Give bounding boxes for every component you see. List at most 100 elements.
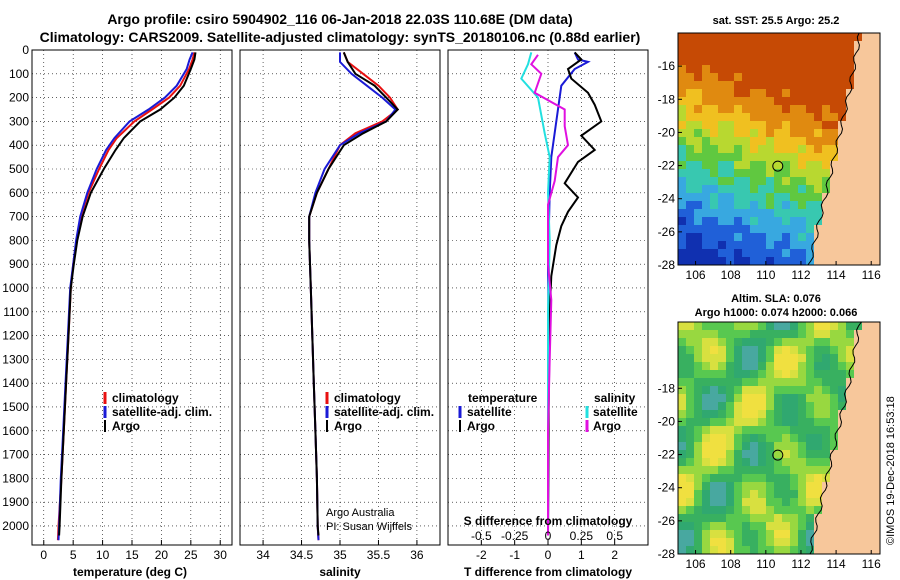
map-cell xyxy=(830,402,838,410)
map-cell xyxy=(798,426,806,434)
map-cell xyxy=(718,65,726,73)
map-cell xyxy=(710,185,718,193)
map-cell xyxy=(702,225,710,233)
map-cell xyxy=(678,225,686,233)
map-cell xyxy=(734,338,742,346)
difference-legend: temperature satellite Argo salinity sate… xyxy=(458,391,638,433)
map-cell xyxy=(878,482,880,490)
map-cell xyxy=(718,490,726,498)
map-cell xyxy=(790,217,798,225)
map-cell xyxy=(686,546,694,554)
map-cell xyxy=(846,153,854,161)
map-cell xyxy=(750,241,758,249)
map-cell xyxy=(854,354,862,362)
map-cell xyxy=(758,217,766,225)
map-cell xyxy=(686,362,694,370)
y-tick-label: 0 xyxy=(22,43,29,57)
map-cell xyxy=(822,217,830,225)
map-cell xyxy=(686,201,694,209)
map-cell xyxy=(694,322,702,330)
map-cell xyxy=(862,97,870,105)
map-cell xyxy=(734,426,742,434)
map-cell xyxy=(734,97,742,105)
map-cell xyxy=(758,506,766,514)
map-cell xyxy=(814,370,822,378)
map-cell xyxy=(870,257,878,265)
map-cell xyxy=(678,330,686,338)
map-cell xyxy=(862,33,870,41)
map-cell xyxy=(782,426,790,434)
map-cell xyxy=(694,410,702,418)
map-cell xyxy=(726,105,734,113)
map-cell xyxy=(702,137,710,145)
map-cell xyxy=(750,394,758,402)
map-cell xyxy=(798,530,806,538)
map-cell xyxy=(846,169,854,177)
map-cell xyxy=(750,193,758,201)
map-cell xyxy=(750,185,758,193)
sst-map-frame xyxy=(677,32,881,266)
map-cell xyxy=(758,41,766,49)
map-cell xyxy=(734,450,742,458)
map-cell xyxy=(718,105,726,113)
map-cell xyxy=(742,410,750,418)
map-cell xyxy=(862,466,870,474)
map-cell xyxy=(782,410,790,418)
map-cell xyxy=(718,370,726,378)
map-cell xyxy=(750,330,758,338)
map-cell xyxy=(838,506,846,514)
map-cell xyxy=(846,185,854,193)
map-cell xyxy=(686,169,694,177)
map-cell xyxy=(814,490,822,498)
map-cell xyxy=(838,522,846,530)
map-cell xyxy=(686,57,694,65)
map-cell xyxy=(718,442,726,450)
map-cell xyxy=(854,225,862,233)
map-cell xyxy=(878,506,880,514)
map-cell xyxy=(750,346,758,354)
map-cell xyxy=(702,49,710,57)
map-cell xyxy=(790,257,798,265)
map-cell xyxy=(838,434,846,442)
map-cell xyxy=(854,330,862,338)
map-cell xyxy=(822,450,830,458)
map-cell xyxy=(798,522,806,530)
map-cell xyxy=(678,49,686,57)
map-cell xyxy=(694,33,702,41)
credit-pi: PI: Susan Wijffels xyxy=(326,521,412,533)
map-cell xyxy=(694,257,702,265)
map-cell xyxy=(838,466,846,474)
map-cell xyxy=(798,177,806,185)
map-cell xyxy=(678,386,686,394)
map-cell xyxy=(678,57,686,65)
map-cell xyxy=(734,346,742,354)
map-cell xyxy=(790,498,798,506)
map-cell xyxy=(870,137,878,145)
map-cell xyxy=(878,370,880,378)
map-y-tick-label: -22 xyxy=(658,448,676,462)
map-cell xyxy=(814,217,822,225)
map-cell xyxy=(830,386,838,394)
map-cell xyxy=(734,145,742,153)
map-cell xyxy=(862,346,870,354)
map-cell xyxy=(678,185,686,193)
map-cell xyxy=(878,410,880,418)
map-cell xyxy=(806,394,814,402)
map-cell xyxy=(702,474,710,482)
map-cell xyxy=(838,474,846,482)
map-cell xyxy=(742,97,750,105)
y-tick-label: 1800 xyxy=(2,471,29,485)
map-cell xyxy=(822,362,830,370)
map-cell xyxy=(726,241,734,249)
y-tick-label: 1000 xyxy=(2,281,29,295)
map-cell xyxy=(846,161,854,169)
map-cell xyxy=(870,185,878,193)
map-cell xyxy=(806,482,814,490)
sla-map-title: Altim. SLA: 0.076 xyxy=(731,293,821,305)
legend-label-climatology: climatology xyxy=(112,391,179,405)
map-cell xyxy=(734,498,742,506)
map-cell xyxy=(750,113,758,121)
map-cell xyxy=(798,418,806,426)
map-cell xyxy=(878,418,880,426)
map-cell xyxy=(822,426,830,434)
